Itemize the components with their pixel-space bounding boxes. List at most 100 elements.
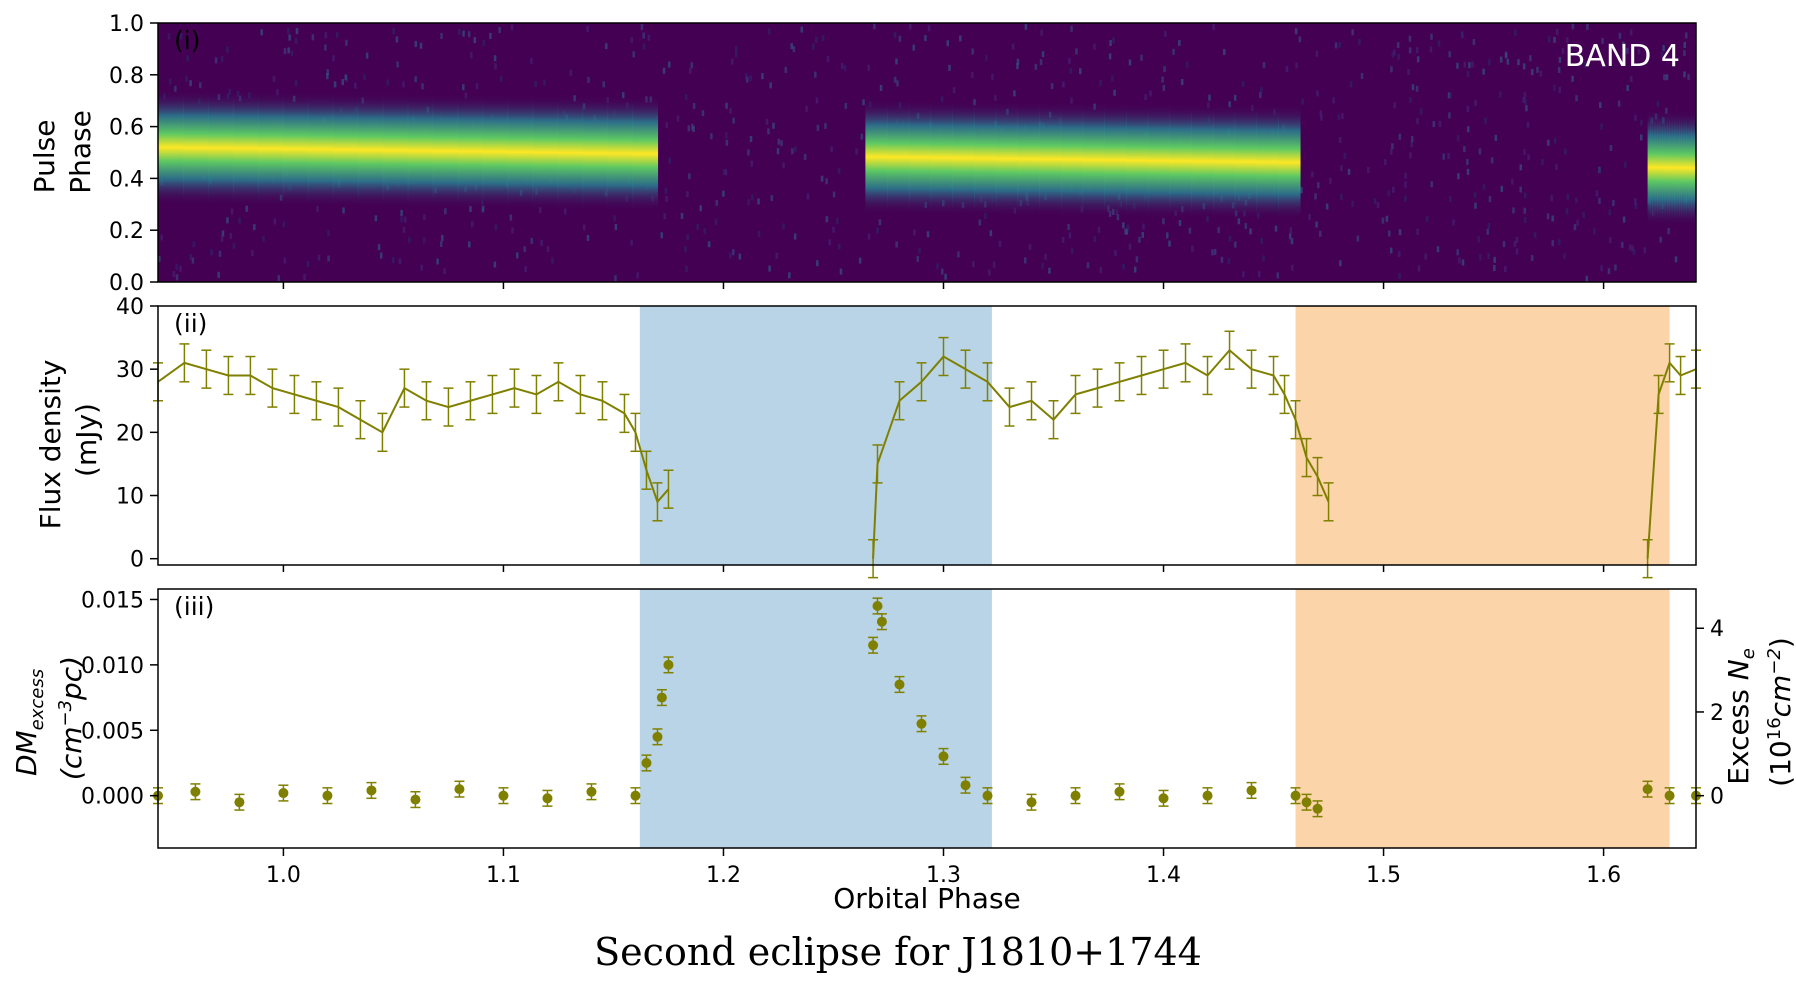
- x-axis-label: Orbital Phase: [833, 882, 1021, 915]
- noise-pixel: [1683, 50, 1686, 57]
- noise-pixel: [1598, 167, 1601, 174]
- noise-pixel: [1488, 196, 1492, 203]
- noise-pixel: [1499, 56, 1503, 63]
- noise-pixel: [1408, 35, 1412, 42]
- noise-pixel: [290, 50, 294, 57]
- noise-pixel: [940, 96, 944, 103]
- noise-pixel: [1078, 68, 1082, 75]
- noise-pixel: [414, 76, 417, 83]
- noise-pixel: [1135, 256, 1139, 263]
- noise-pixel: [1334, 42, 1338, 49]
- noise-pixel: [1373, 198, 1377, 205]
- noise-pixel: [1392, 186, 1395, 193]
- noise-pixel: [1093, 43, 1096, 50]
- noise-pixel: [1502, 241, 1506, 248]
- noise-pixel: [730, 58, 734, 65]
- noise-pixel: [1632, 248, 1636, 255]
- panel-i-frame: [157, 22, 1697, 283]
- noise-pixel: [1099, 79, 1102, 86]
- noise-pixel: [158, 255, 161, 262]
- noise-pixel: [944, 273, 947, 280]
- noise-pixel: [725, 102, 728, 109]
- noise-pixel: [1367, 167, 1370, 174]
- noise-pixel: [172, 271, 176, 277]
- y-tick-label: 0: [1710, 785, 1724, 810]
- noise-pixel: [1376, 202, 1380, 209]
- noise-pixel: [1178, 39, 1181, 46]
- noise-pixel: [294, 37, 298, 44]
- noise-pixel: [1223, 48, 1226, 55]
- noise-pixel: [386, 79, 390, 86]
- noise-pixel: [1314, 193, 1317, 200]
- pulse-band-segment: [1647, 110, 1651, 225]
- noise-pixel: [1351, 29, 1354, 36]
- noise-pixel: [1172, 48, 1175, 55]
- noise-pixel: [1249, 228, 1252, 235]
- noise-pixel: [1667, 228, 1670, 235]
- noise-pixel: [363, 74, 366, 81]
- noise-pixel: [879, 84, 883, 91]
- dm-point: [916, 718, 927, 729]
- noise-pixel: [630, 36, 634, 43]
- noise-pixel: [419, 42, 423, 49]
- noise-pixel: [1128, 243, 1132, 250]
- noise-pixel: [1553, 36, 1556, 43]
- pulse-band-segment: [307, 92, 334, 207]
- noise-pixel: [1515, 236, 1519, 243]
- noise-pixel: [840, 62, 844, 69]
- noise-pixel: [1449, 196, 1452, 203]
- noise-pixel: [714, 218, 718, 225]
- noise-pixel: [1111, 75, 1114, 82]
- noise-pixel: [1634, 114, 1637, 121]
- noise-pixel: [530, 237, 534, 244]
- noise-pixel: [1656, 100, 1660, 107]
- noise-pixel: [1550, 195, 1553, 202]
- noise-pixel: [1337, 114, 1340, 121]
- noise-pixel: [867, 64, 870, 71]
- noise-pixel: [1325, 203, 1329, 210]
- noise-pixel: [1241, 80, 1245, 87]
- dm-point: [960, 780, 971, 791]
- noise-pixel: [436, 258, 439, 265]
- noise-pixel: [1614, 264, 1617, 271]
- pulse-band-segment: [1659, 110, 1663, 225]
- noise-pixel: [1343, 152, 1347, 159]
- dm-point: [322, 790, 333, 801]
- noise-pixel: [546, 246, 550, 253]
- noise-pixel: [1234, 241, 1237, 248]
- noise-pixel: [1415, 85, 1419, 92]
- noise-pixel: [895, 241, 898, 248]
- noise-pixel: [1398, 273, 1401, 280]
- noise-pixel: [1298, 36, 1302, 43]
- pulse-band-segment: [887, 100, 910, 215]
- noise-pixel: [421, 83, 424, 90]
- noise-pixel: [1517, 59, 1520, 66]
- noise-pixel: [1488, 59, 1491, 66]
- y-tick-label: 0.015: [81, 588, 144, 613]
- noise-pixel: [1466, 159, 1469, 166]
- pulse-band-segment: [1234, 104, 1258, 219]
- dm-point: [1114, 786, 1125, 797]
- noise-pixel: [855, 148, 858, 155]
- noise-pixel: [1178, 219, 1182, 226]
- noise-pixel: [1523, 149, 1526, 156]
- noise-pixel: [1113, 89, 1116, 96]
- y-tick-label: 0.010: [81, 654, 144, 679]
- noise-pixel: [1260, 237, 1263, 244]
- noise-pixel: [992, 261, 996, 268]
- y-tick-label: 2: [1710, 701, 1724, 726]
- noise-pixel: [494, 63, 497, 70]
- noise-pixel: [1404, 172, 1407, 179]
- noise-pixel: [543, 79, 546, 86]
- noise-pixel: [1471, 61, 1474, 68]
- noise-pixel: [971, 48, 974, 55]
- noise-pixel: [1227, 258, 1231, 265]
- noise-pixel: [1290, 264, 1294, 271]
- noise-pixel: [946, 40, 950, 47]
- noise-pixel: [830, 146, 833, 153]
- y-tick-label: 30: [116, 358, 144, 383]
- noise-pixel: [686, 234, 690, 241]
- noise-pixel: [1555, 163, 1558, 170]
- noise-pixel: [1338, 136, 1342, 143]
- noise-pixel: [912, 44, 915, 51]
